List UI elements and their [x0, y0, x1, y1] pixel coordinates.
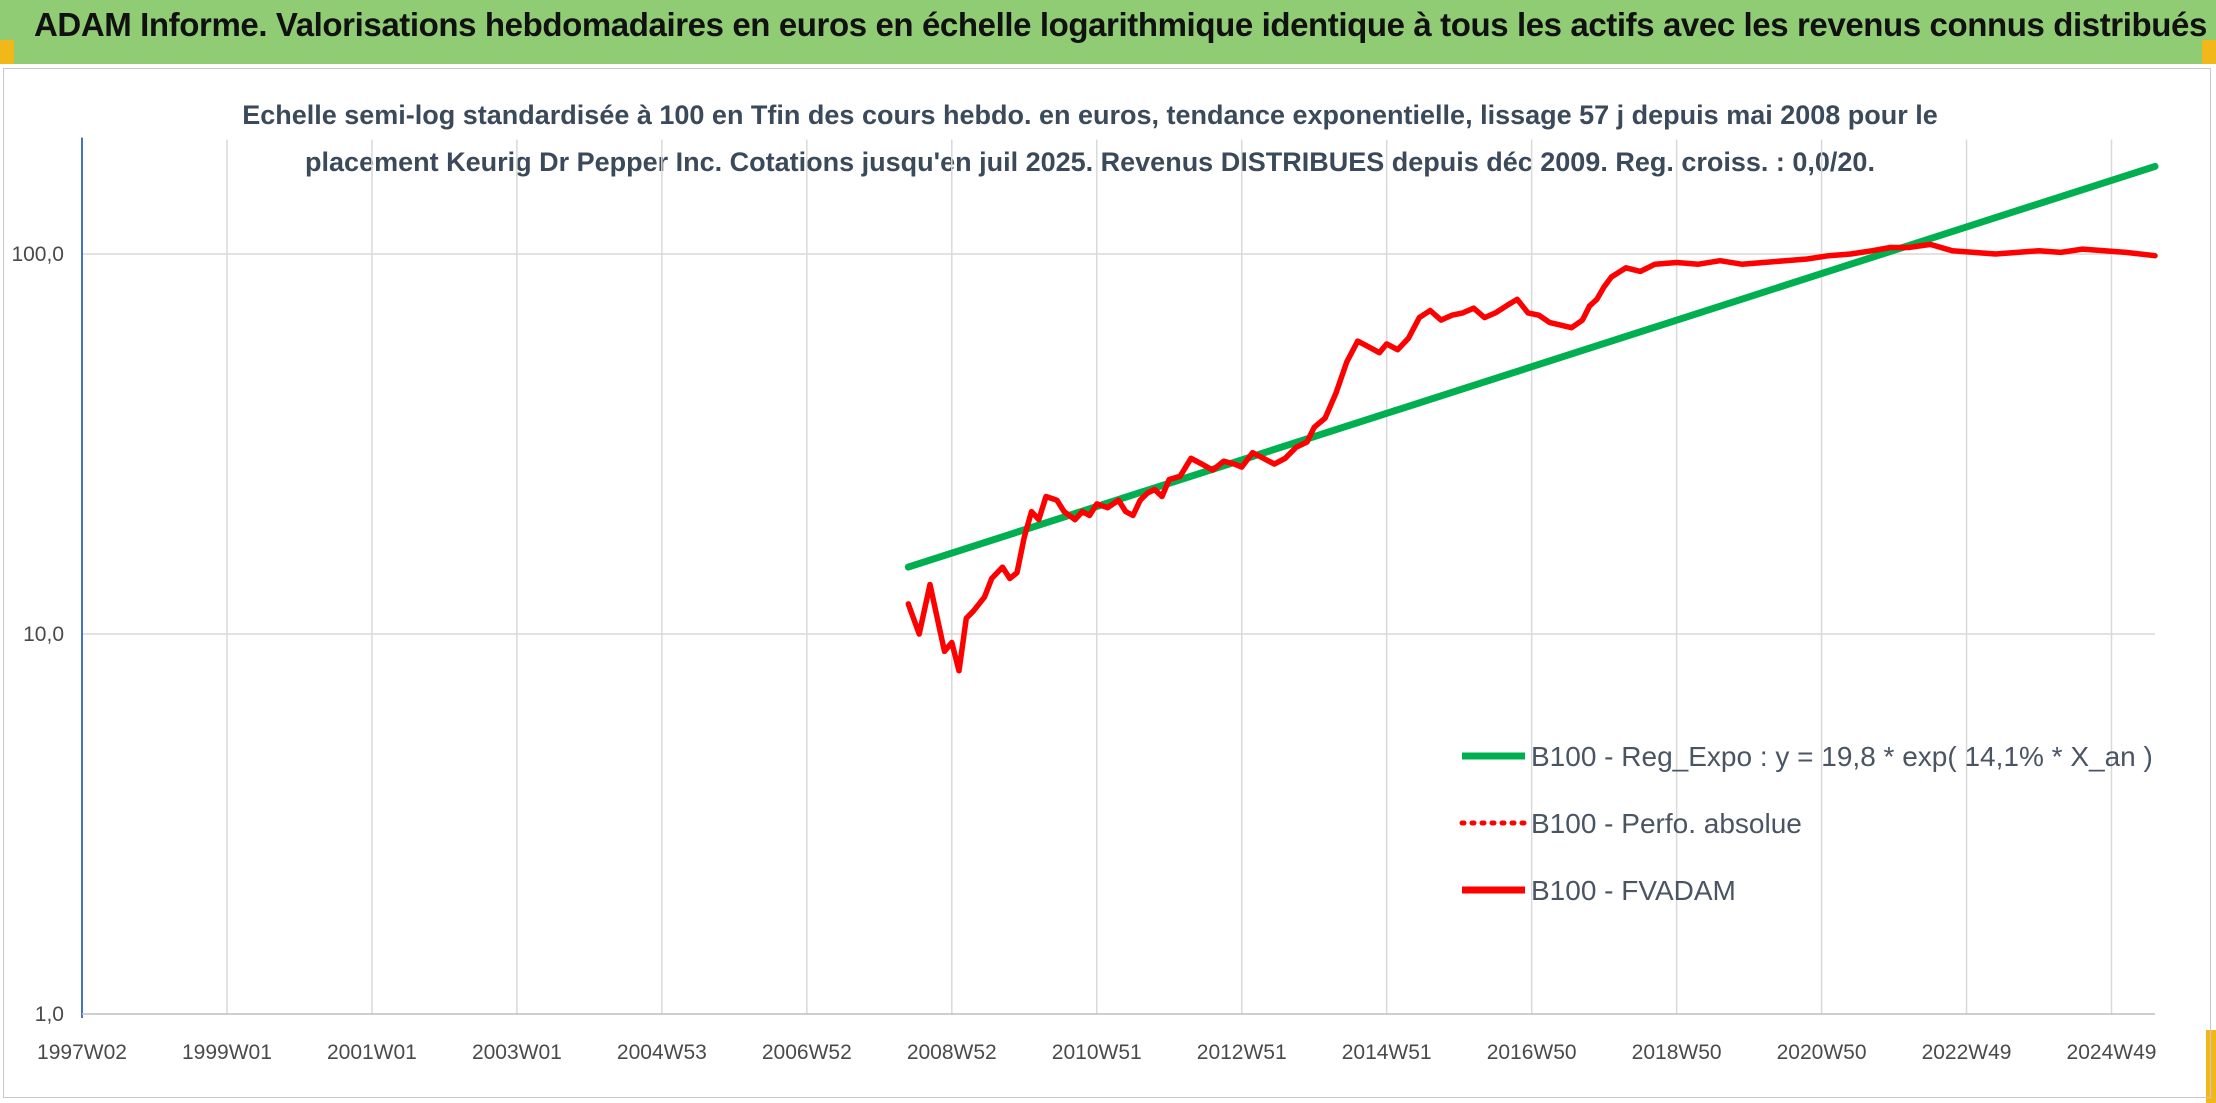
y-tick-label: 10,0 [23, 623, 64, 646]
legend-label: B100 - Reg_Expo : y = 19,8 * exp( 14,1% … [1531, 741, 2153, 772]
legend-label: B100 - Perfo. absolue [1531, 808, 1802, 839]
x-tick-label: 2010W51 [1052, 1041, 1142, 1064]
y-tick-label: 1,0 [35, 1003, 64, 1026]
series-layer [904, 162, 2159, 674]
x-tick-label: 2024W49 [2067, 1041, 2157, 1064]
y-tick-label: 100,0 [11, 243, 64, 266]
series-line-2 [905, 241, 2158, 674]
x-tick-label: 2022W49 [1922, 1041, 2012, 1064]
x-tick-label: 2016W50 [1487, 1041, 1577, 1064]
tick-layer: 1,0 10,0 100,0 1997W02 1999W01 2001W01 2003W01… [11, 243, 2156, 1064]
x-tick-label: 2018W50 [1632, 1041, 1722, 1064]
x-tick-label: 1997W02 [37, 1041, 127, 1064]
axis-layer [81, 137, 2155, 1018]
x-tick-label: 2003W01 [472, 1041, 562, 1064]
legend: B100 - Reg_Expo : y = 19,8 * exp( 14,1% … [1459, 741, 2153, 906]
report-banner: ADAM Informe. Valorisations hebdomadaire… [0, 0, 2216, 64]
x-tick-label: 2020W50 [1777, 1041, 1867, 1064]
corner-marker-bottom-right [2206, 1030, 2216, 1103]
corner-marker-top-right [2202, 40, 2216, 64]
x-tick-label: 2004W53 [617, 1041, 707, 1064]
x-tick-label: 2008W52 [907, 1041, 997, 1064]
corner-marker-top-left [0, 40, 14, 64]
legend-label: B100 - FVADAM [1531, 875, 1736, 906]
x-tick-label: 2006W52 [762, 1041, 852, 1064]
chart-title-line-1: Echelle semi-log standardisée à 100 en T… [242, 100, 1938, 130]
x-tick-label: 2001W01 [327, 1041, 417, 1064]
chart-title-line-2: placement Keurig Dr Pepper Inc. Cotation… [305, 147, 1875, 177]
chart-frame [3, 68, 2211, 1098]
report-title: ADAM Informe. Valorisations hebdomadaire… [34, 6, 2207, 43]
x-tick-label: 2014W51 [1342, 1041, 1432, 1064]
x-tick-label: 1999W01 [182, 1041, 272, 1064]
grid-layer [81, 139, 2155, 1014]
x-tick-label: 2012W51 [1197, 1041, 1287, 1064]
chart-title: Echelle semi-log standardisée à 100 en T… [160, 92, 2020, 186]
